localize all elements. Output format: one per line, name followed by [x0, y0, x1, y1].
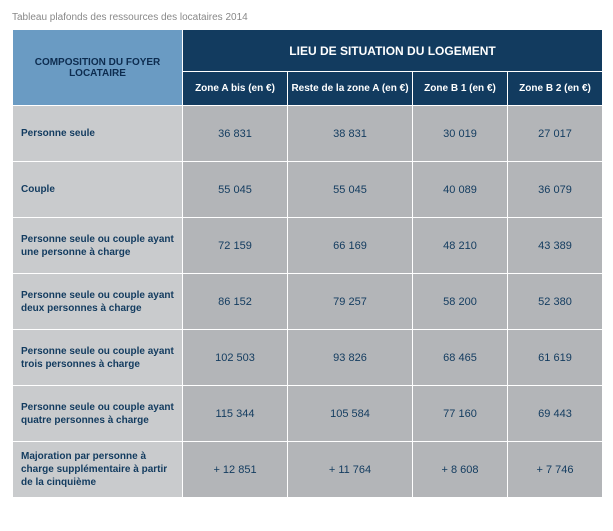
row-label: Personne seule ou couple ayant une perso… — [13, 218, 183, 274]
row-label: Personne seule ou couple ayant trois per… — [13, 330, 183, 386]
table-row: Personne seule ou couple ayant deux pers… — [13, 274, 603, 330]
table-row: Majoration par personne à charge supplém… — [13, 442, 603, 498]
row-label: Majoration par personne à charge supplém… — [13, 442, 183, 498]
cell: 115 344 — [183, 386, 288, 442]
cell: 105 584 — [288, 386, 413, 442]
cell: 77 160 — [413, 386, 508, 442]
zone-header: Zone A bis (en €) — [183, 72, 288, 106]
cell: 55 045 — [183, 162, 288, 218]
zone-header: Zone B 2 (en €) — [508, 72, 603, 106]
cell: 58 200 — [413, 274, 508, 330]
cell: 79 257 — [288, 274, 413, 330]
cell: 40 089 — [413, 162, 508, 218]
cell: 48 210 — [413, 218, 508, 274]
cell: 66 169 — [288, 218, 413, 274]
cell: 52 380 — [508, 274, 603, 330]
row-label: Personne seule ou couple ayant quatre pe… — [13, 386, 183, 442]
cell: 86 152 — [183, 274, 288, 330]
cell: 27 017 — [508, 106, 603, 162]
cell: 69 443 — [508, 386, 603, 442]
cell: 55 045 — [288, 162, 413, 218]
corner-header: COMPOSITION DU FOYER LOCATAIRE — [13, 30, 183, 106]
cell: 68 465 — [413, 330, 508, 386]
top-header: LIEU DE SITUATION DU LOGEMENT — [183, 30, 603, 72]
cell: 43 389 — [508, 218, 603, 274]
table-row: Personne seule ou couple ayant une perso… — [13, 218, 603, 274]
cell: + 11 764 — [288, 442, 413, 498]
cell: 38 831 — [288, 106, 413, 162]
row-label: Personne seule — [13, 106, 183, 162]
cell: 93 826 — [288, 330, 413, 386]
cell: 30 019 — [413, 106, 508, 162]
table-row: Personne seule 36 831 38 831 30 019 27 0… — [13, 106, 603, 162]
zone-header: Zone B 1 (en €) — [413, 72, 508, 106]
row-label: Couple — [13, 162, 183, 218]
zone-header: Reste de la zone A (en €) — [288, 72, 413, 106]
row-label: Personne seule ou couple ayant deux pers… — [13, 274, 183, 330]
resource-ceiling-table: COMPOSITION DU FOYER LOCATAIRE LIEU DE S… — [12, 29, 603, 498]
cell: 36 831 — [183, 106, 288, 162]
cell: 36 079 — [508, 162, 603, 218]
table-row: Couple 55 045 55 045 40 089 36 079 — [13, 162, 603, 218]
table-row: Personne seule ou couple ayant trois per… — [13, 330, 603, 386]
cell: 102 503 — [183, 330, 288, 386]
cell: + 12 851 — [183, 442, 288, 498]
cell: + 8 608 — [413, 442, 508, 498]
table-caption: Tableau plafonds des ressources des loca… — [12, 12, 601, 23]
cell: 61 619 — [508, 330, 603, 386]
table-row: Personne seule ou couple ayant quatre pe… — [13, 386, 603, 442]
cell: 72 159 — [183, 218, 288, 274]
cell: + 7 746 — [508, 442, 603, 498]
